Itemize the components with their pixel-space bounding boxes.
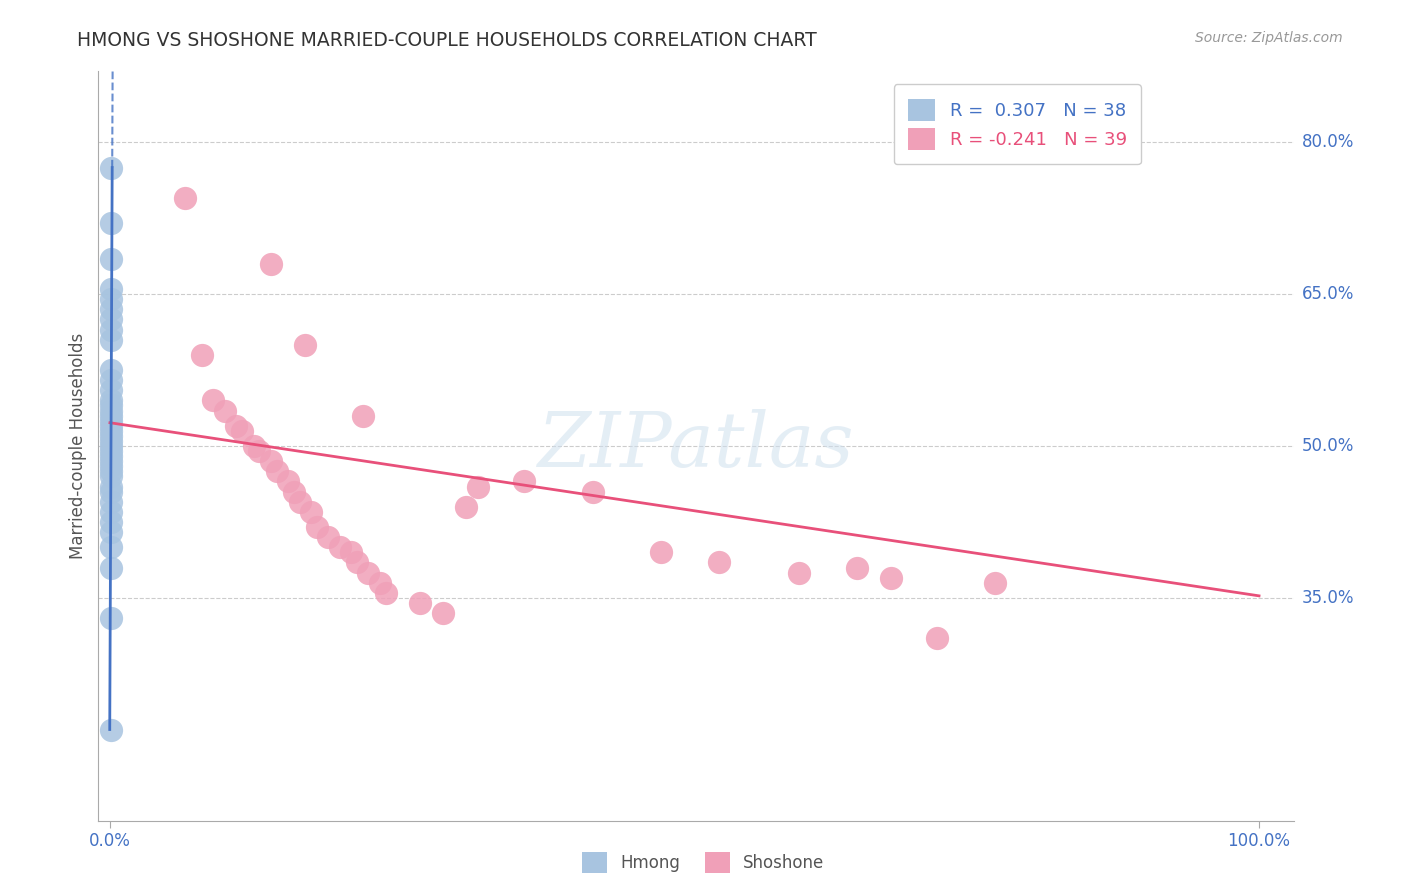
- Point: [100, 524, 122, 539]
- Text: 35.0%: 35.0%: [1302, 589, 1354, 607]
- Point: [880, 571, 903, 585]
- Point: [100, 216, 122, 230]
- Point: [100, 312, 122, 326]
- Point: [100, 494, 122, 508]
- Point: [512, 475, 534, 489]
- Point: [467, 479, 489, 493]
- Point: [100, 393, 122, 408]
- Point: [100, 322, 122, 336]
- Point: [100, 449, 122, 463]
- Point: [789, 566, 811, 580]
- Point: [100, 302, 122, 317]
- Point: [100, 479, 122, 493]
- Point: [100, 541, 122, 555]
- Text: ZIPatlas: ZIPatlas: [537, 409, 855, 483]
- Point: [432, 606, 454, 620]
- Point: [100, 515, 122, 529]
- Point: [340, 545, 363, 559]
- Point: [100, 373, 122, 387]
- Point: [100, 418, 122, 433]
- Point: [100, 252, 122, 266]
- Point: [100, 292, 122, 306]
- Point: [100, 484, 122, 499]
- Point: [288, 494, 311, 508]
- Point: [225, 418, 247, 433]
- Point: [100, 459, 122, 474]
- Point: [329, 541, 352, 555]
- Point: [100, 723, 122, 737]
- Point: [100, 439, 122, 453]
- Point: [247, 444, 270, 458]
- Point: [266, 464, 288, 478]
- Y-axis label: Married-couple Households: Married-couple Households: [69, 333, 87, 559]
- Point: [707, 556, 730, 570]
- Point: [100, 403, 122, 417]
- Point: [100, 333, 122, 347]
- Point: [100, 409, 122, 423]
- Point: [456, 500, 478, 514]
- Point: [100, 161, 122, 175]
- Point: [984, 575, 1007, 590]
- Text: Source: ZipAtlas.com: Source: ZipAtlas.com: [1195, 31, 1343, 45]
- Point: [294, 337, 316, 351]
- Legend: Hmong, Shoshone: Hmong, Shoshone: [575, 846, 831, 880]
- Point: [231, 424, 253, 438]
- Point: [409, 596, 432, 610]
- Legend: R =  0.307   N = 38, R = -0.241   N = 39: R = 0.307 N = 38, R = -0.241 N = 39: [894, 84, 1142, 164]
- Point: [100, 282, 122, 296]
- Point: [277, 475, 299, 489]
- Point: [283, 484, 305, 499]
- Point: [650, 545, 672, 559]
- Point: [927, 632, 949, 646]
- Text: HMONG VS SHOSHONE MARRIED-COUPLE HOUSEHOLDS CORRELATION CHART: HMONG VS SHOSHONE MARRIED-COUPLE HOUSEHO…: [77, 31, 817, 50]
- Point: [100, 363, 122, 377]
- Point: [214, 403, 236, 417]
- Text: 80.0%: 80.0%: [1302, 133, 1354, 152]
- Point: [100, 414, 122, 428]
- Point: [100, 399, 122, 413]
- Point: [100, 434, 122, 448]
- Point: [305, 520, 328, 534]
- Point: [299, 505, 322, 519]
- Point: [260, 257, 283, 271]
- Point: [100, 469, 122, 483]
- Text: 65.0%: 65.0%: [1302, 285, 1354, 303]
- Point: [352, 409, 374, 423]
- Point: [845, 560, 868, 574]
- Point: [100, 611, 122, 625]
- Point: [100, 444, 122, 458]
- Point: [100, 454, 122, 468]
- Point: [368, 575, 391, 590]
- Point: [191, 348, 214, 362]
- Point: [100, 429, 122, 443]
- Point: [357, 566, 380, 580]
- Point: [100, 424, 122, 438]
- Point: [346, 556, 368, 570]
- Point: [100, 464, 122, 478]
- Point: [100, 384, 122, 398]
- Point: [581, 484, 603, 499]
- Point: [173, 191, 195, 205]
- Text: 50.0%: 50.0%: [1302, 437, 1354, 455]
- Point: [242, 439, 264, 453]
- Point: [100, 560, 122, 574]
- Point: [316, 530, 339, 544]
- Point: [202, 393, 225, 408]
- Point: [260, 454, 283, 468]
- Point: [374, 586, 396, 600]
- Point: [100, 505, 122, 519]
